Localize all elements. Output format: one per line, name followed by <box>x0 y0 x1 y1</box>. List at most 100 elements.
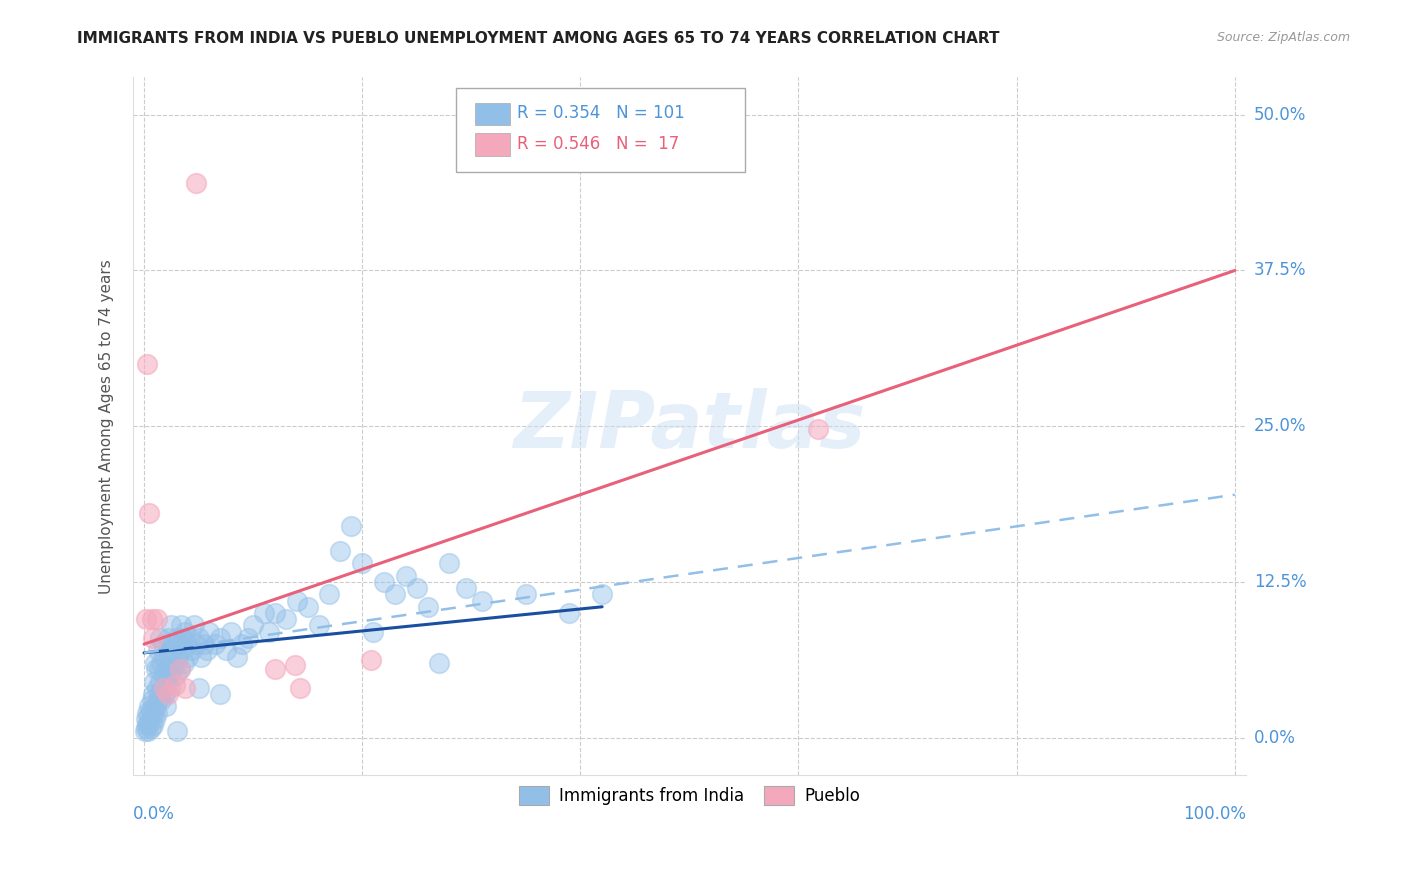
Point <box>186 177 208 191</box>
Point <box>427 656 450 670</box>
Text: 100.0%: 100.0% <box>1182 805 1246 823</box>
Point <box>138 507 160 521</box>
Point <box>209 687 232 701</box>
Point <box>181 643 204 657</box>
Point <box>253 606 276 620</box>
Point <box>176 637 198 651</box>
Point <box>193 637 215 651</box>
Point <box>162 637 184 651</box>
Point <box>145 699 167 714</box>
Text: 50.0%: 50.0% <box>1254 106 1306 124</box>
Point <box>138 724 160 739</box>
Point <box>156 649 179 664</box>
Point <box>135 612 157 626</box>
Point <box>174 624 197 639</box>
Point <box>152 637 174 651</box>
Point <box>236 631 259 645</box>
Point <box>136 718 159 732</box>
Point <box>360 653 382 667</box>
Point <box>145 662 167 676</box>
Text: 25.0%: 25.0% <box>1254 417 1306 435</box>
Point <box>340 518 363 533</box>
Point <box>231 637 253 651</box>
Point <box>166 724 188 739</box>
Point <box>156 687 179 701</box>
Point <box>142 631 165 645</box>
Point <box>146 681 169 695</box>
Point <box>163 678 186 692</box>
Point <box>395 568 418 582</box>
Text: R = 0.354   N = 101: R = 0.354 N = 101 <box>517 104 685 122</box>
Point <box>264 662 287 676</box>
Point <box>156 631 179 645</box>
Point <box>329 543 352 558</box>
Point <box>149 674 172 689</box>
FancyBboxPatch shape <box>456 88 745 171</box>
FancyBboxPatch shape <box>475 103 510 125</box>
Point <box>157 668 180 682</box>
Point <box>155 662 177 676</box>
Text: R = 0.546   N =  17: R = 0.546 N = 17 <box>517 135 679 153</box>
Point <box>515 587 537 601</box>
Point <box>209 631 232 645</box>
Point <box>173 656 195 670</box>
Point <box>150 693 173 707</box>
Point <box>170 618 193 632</box>
Point <box>172 643 194 657</box>
Point <box>176 649 198 664</box>
Point <box>167 637 190 651</box>
Point <box>204 637 226 651</box>
Text: 37.5%: 37.5% <box>1254 261 1306 279</box>
Point <box>373 574 395 589</box>
Point <box>163 656 186 670</box>
Point <box>148 687 170 701</box>
Point <box>179 631 201 645</box>
Point <box>152 681 174 695</box>
Text: IMMIGRANTS FROM INDIA VS PUEBLO UNEMPLOYMENT AMONG AGES 65 TO 74 YEARS CORRELATI: IMMIGRANTS FROM INDIA VS PUEBLO UNEMPLOY… <box>77 31 1000 46</box>
Point <box>416 599 439 614</box>
Point <box>288 681 311 695</box>
Point <box>283 658 305 673</box>
Text: 12.5%: 12.5% <box>1254 573 1306 591</box>
Point <box>274 612 297 626</box>
Point <box>807 422 830 436</box>
Point <box>138 699 160 714</box>
Point <box>198 624 221 639</box>
Point <box>169 662 191 676</box>
Point <box>134 724 156 739</box>
Point <box>141 693 163 707</box>
Point <box>190 649 212 664</box>
Point <box>160 643 183 657</box>
Point <box>139 703 162 717</box>
Point <box>159 681 181 695</box>
Point <box>242 618 264 632</box>
Point <box>136 357 159 371</box>
Point <box>285 593 308 607</box>
Point <box>143 712 166 726</box>
Point <box>148 693 170 707</box>
Legend: Immigrants from India, Pueblo: Immigrants from India, Pueblo <box>512 780 866 812</box>
Point <box>166 631 188 645</box>
Point <box>591 587 613 601</box>
Point <box>384 587 406 601</box>
Point <box>153 687 176 701</box>
Point <box>225 649 247 664</box>
Point <box>259 624 281 639</box>
Point <box>186 637 208 651</box>
Point <box>136 706 159 720</box>
Point <box>183 618 205 632</box>
Point <box>156 674 179 689</box>
Point <box>152 668 174 682</box>
Point <box>142 706 165 720</box>
Point <box>146 706 169 720</box>
Point <box>148 662 170 676</box>
Point <box>361 624 384 639</box>
Point <box>135 712 157 726</box>
Point <box>150 656 173 670</box>
Text: 0.0%: 0.0% <box>134 805 174 823</box>
Point <box>352 556 374 570</box>
FancyBboxPatch shape <box>475 133 510 155</box>
Point <box>297 599 319 614</box>
Point <box>142 687 165 701</box>
Point <box>454 581 477 595</box>
